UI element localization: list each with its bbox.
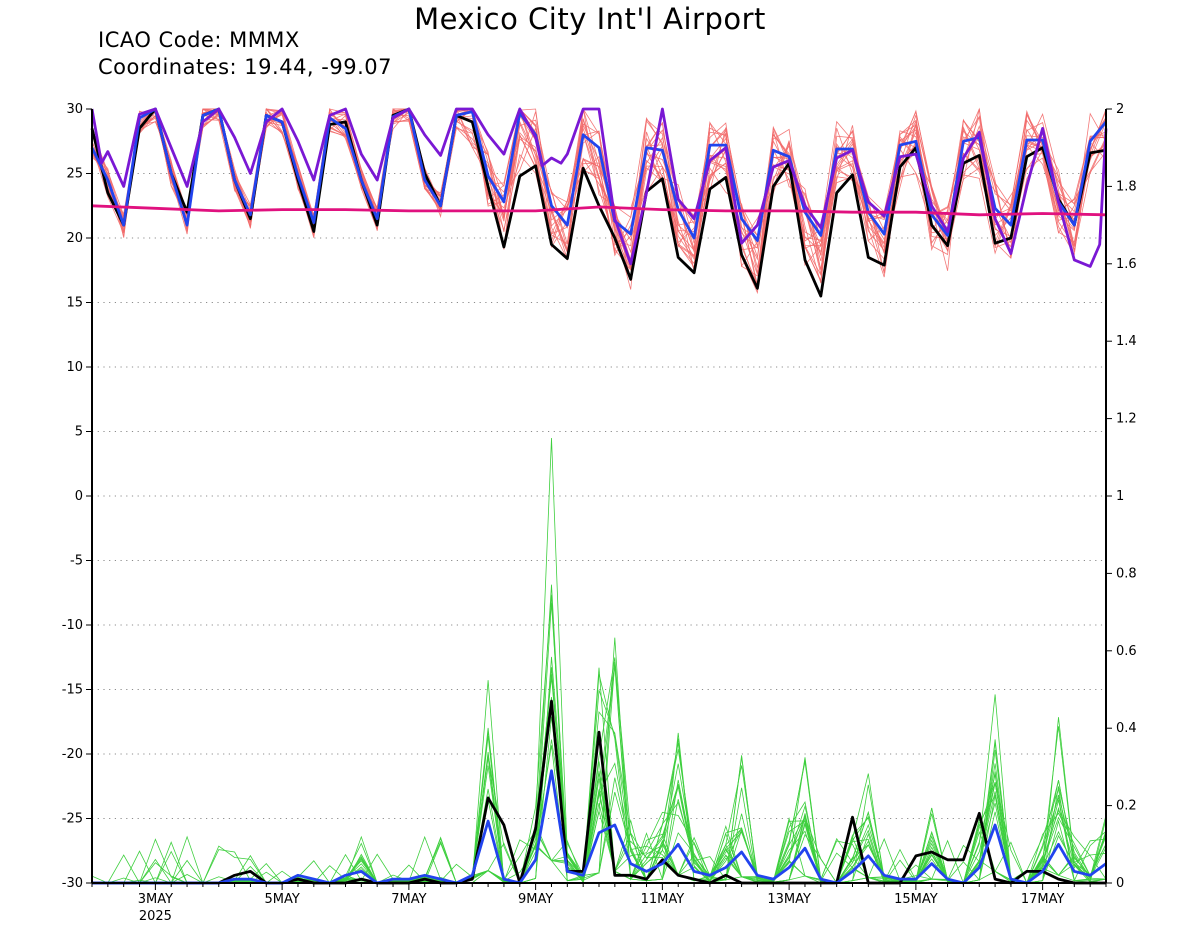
right-tick-label: 1.2 xyxy=(1116,412,1137,427)
precipitation-member-line xyxy=(92,697,1107,884)
left-tick-label: 30 xyxy=(66,102,83,117)
icao-code-label: ICAO Code: MMMX xyxy=(98,28,300,52)
coordinates-label: Coordinates: 19.44, -99.07 xyxy=(98,55,392,79)
precipitation-member-line xyxy=(92,437,1107,885)
precip-ensemble-mean-line xyxy=(92,769,1107,885)
left-tick-label: 10 xyxy=(66,360,83,375)
left-tick-label: 25 xyxy=(66,167,83,182)
left-tick-label: -20 xyxy=(62,747,83,762)
right-tick-label: 2 xyxy=(1116,102,1124,117)
left-tick-label: -5 xyxy=(70,554,83,569)
chart-title: Mexico City Int'l Airport xyxy=(414,2,766,36)
left-tick-label: 0 xyxy=(75,489,83,504)
right-tick-label: 1.4 xyxy=(1116,334,1137,349)
left-tick-label: 20 xyxy=(66,231,83,246)
main-series-layer xyxy=(90,107,1108,885)
left-tick-label: 5 xyxy=(75,425,83,440)
x-tick-label: 13MAY xyxy=(767,892,811,907)
x-tick-label: 9MAY xyxy=(518,892,553,907)
x-tick-label: 11MAY xyxy=(641,892,685,907)
right-tick-label: 1 xyxy=(1116,489,1124,504)
left-tick-label: -10 xyxy=(62,618,83,633)
left-tick-label: -25 xyxy=(62,812,83,827)
right-tick-label: 1.6 xyxy=(1116,257,1137,272)
right-tick-label: 0.2 xyxy=(1116,799,1137,814)
precipitation-member-line xyxy=(92,674,1107,885)
axes-layer: -30-25-20-15-10-505101520253000.20.40.60… xyxy=(62,102,1137,924)
x-tick-label: 5MAY xyxy=(264,892,299,907)
x-tick-label: 15MAY xyxy=(894,892,938,907)
left-tick-label: -15 xyxy=(62,683,83,698)
right-tick-label: 0.4 xyxy=(1116,721,1137,736)
x-tick-label: 17MAY xyxy=(1021,892,1065,907)
x-year-label: 2025 xyxy=(139,909,172,924)
left-tick-label: -30 xyxy=(62,876,83,891)
precipitation-member-line xyxy=(92,584,1107,884)
temp-purple-line xyxy=(90,107,1108,268)
left-tick-label: 15 xyxy=(66,296,83,311)
right-tick-label: 0 xyxy=(1116,876,1124,891)
precipitation-member-line xyxy=(92,749,1107,884)
right-tick-label: 0.6 xyxy=(1116,644,1137,659)
temp-ensemble-mean-line xyxy=(90,107,1108,243)
temp-magenta-line xyxy=(91,204,1107,217)
right-tick-label: 1.8 xyxy=(1116,179,1137,194)
precip-control-line xyxy=(92,699,1106,885)
x-tick-label: 3MAY xyxy=(138,892,173,907)
x-tick-label: 7MAY xyxy=(391,892,426,907)
right-tick-label: 0.8 xyxy=(1116,566,1137,581)
grid-layer xyxy=(92,173,1106,819)
